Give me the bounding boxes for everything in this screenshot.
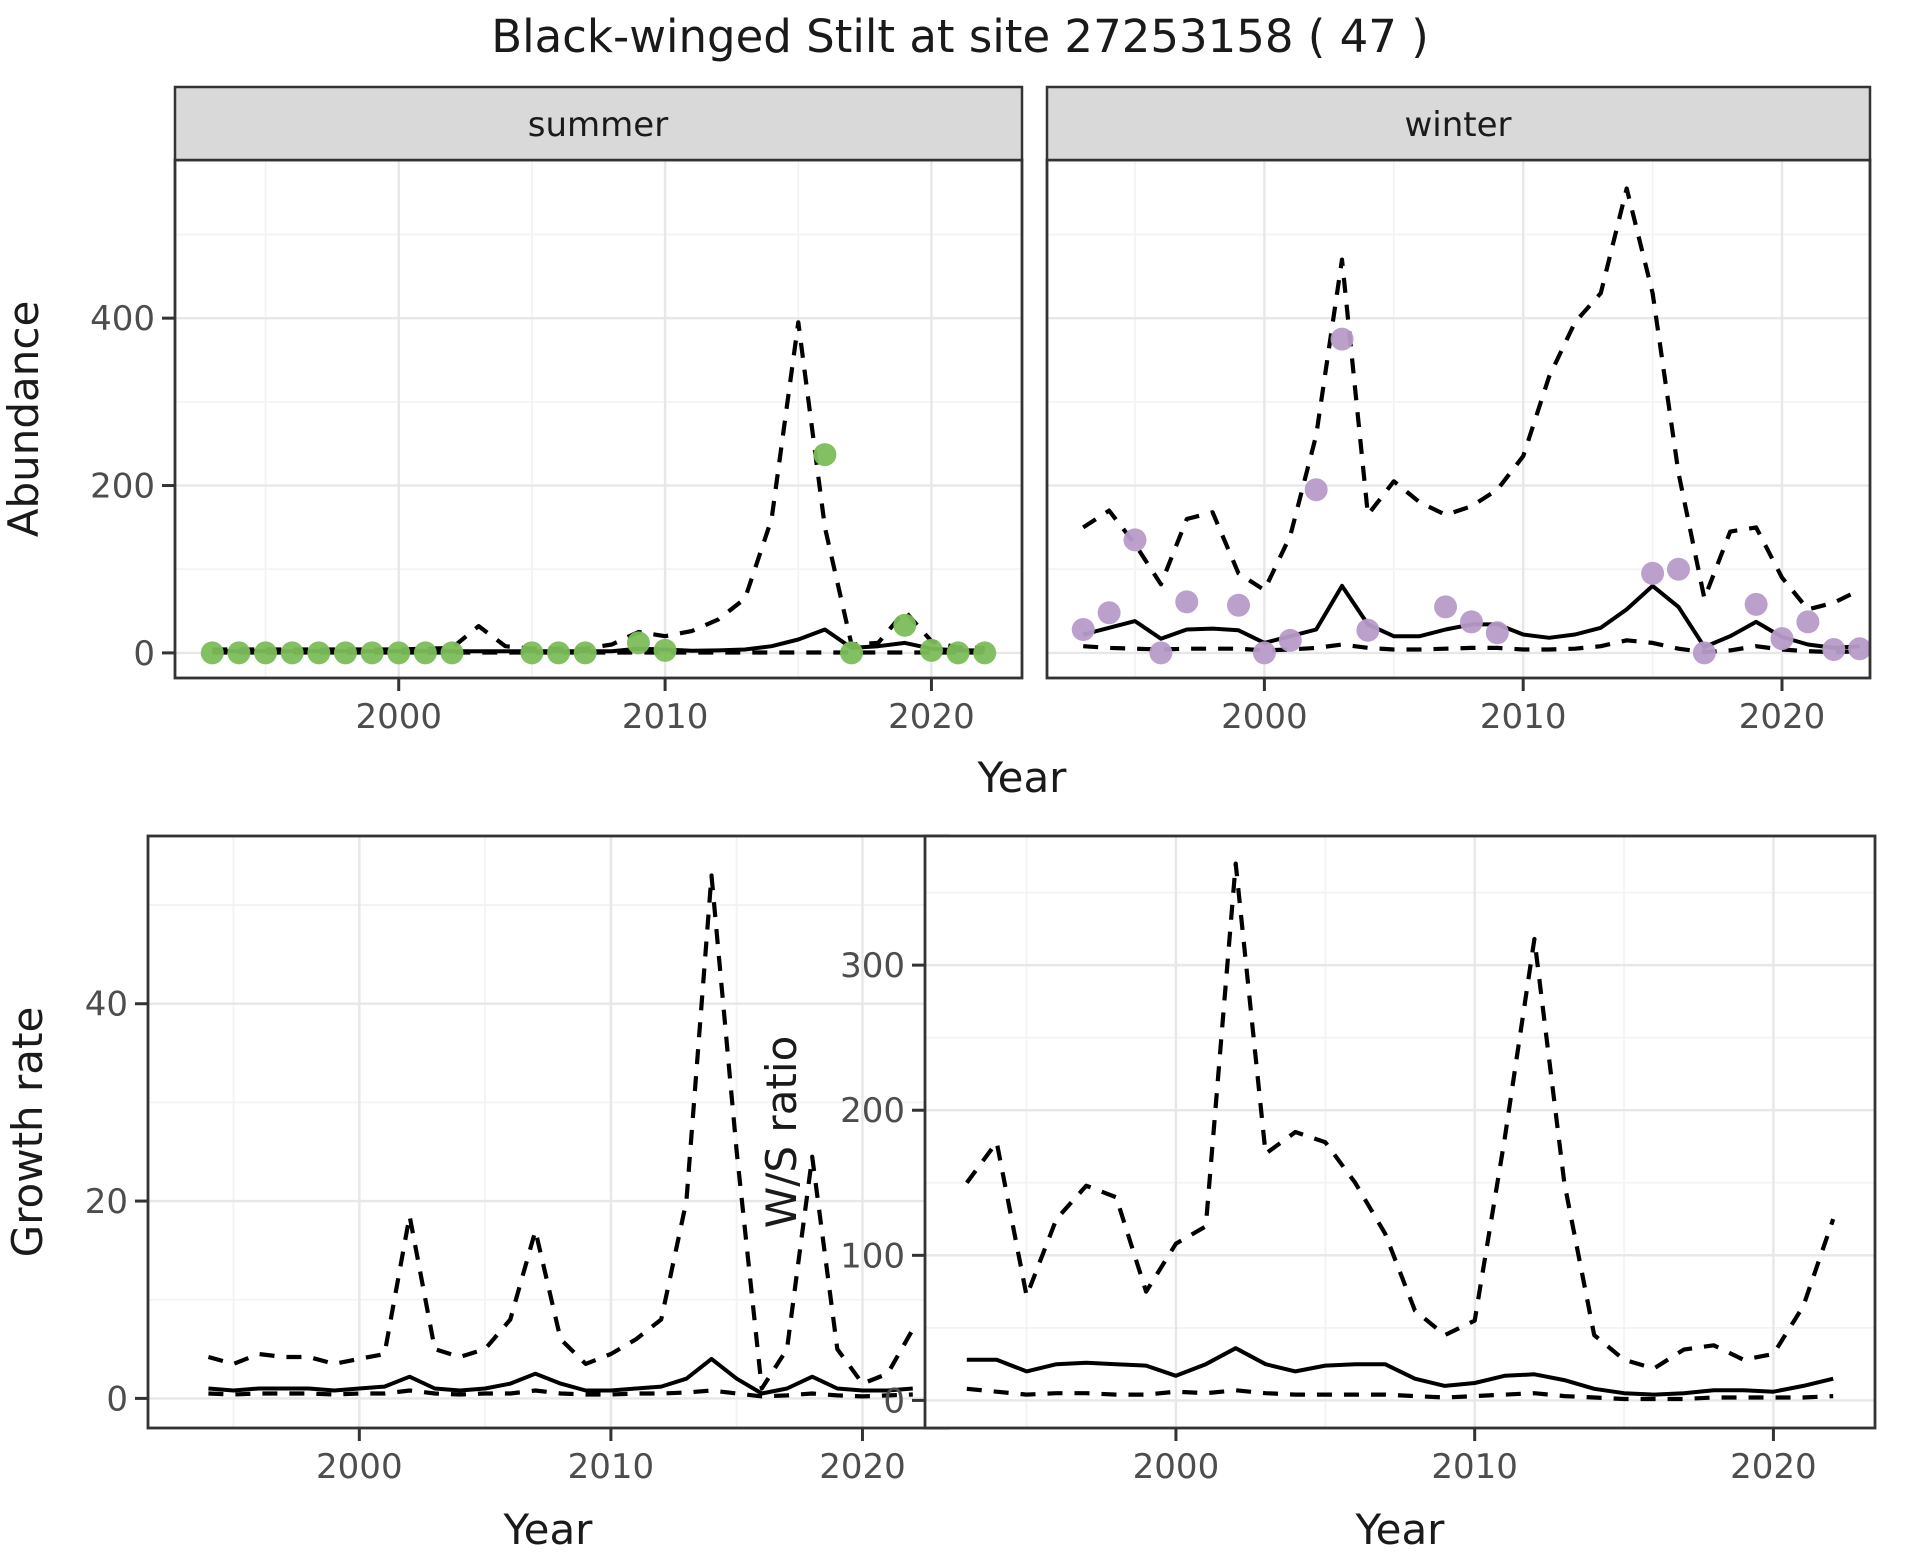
grid-major <box>925 836 1875 1428</box>
series-model-fit <box>208 1356 913 1396</box>
x-tick-label: 2010 <box>568 1447 655 1487</box>
x-axis-title-top: Year <box>977 753 1068 802</box>
grid-major <box>148 836 948 1428</box>
y-tick-label: 100 <box>840 1236 905 1276</box>
series-observed-counts <box>1071 327 1872 665</box>
x-axis-title-growth-rate: Year <box>503 1505 594 1554</box>
facet-strip-winter <box>1045 85 1872 162</box>
panel-border <box>923 834 1877 1430</box>
y-tick-label: 0 <box>883 1381 905 1421</box>
y-tick-label: 0 <box>106 1379 128 1419</box>
panel-abundance-winter: 2000 2010 2020 <box>1045 158 1872 737</box>
facet-strip-summer <box>173 85 1024 162</box>
y-axis-ticks: 0 100 200 300 <box>840 946 925 1421</box>
series-upper-ci <box>965 861 1836 1371</box>
facet-strip-label-summer: summer <box>528 105 668 145</box>
series-lower-ci <box>966 1386 1834 1402</box>
series-observed-counts <box>200 443 997 665</box>
grid-minor <box>148 836 948 1428</box>
series-lower-ci <box>208 1388 913 1399</box>
x-tick-label: 2010 <box>622 697 709 737</box>
grid-minor <box>1047 160 1870 678</box>
y-axis-title-growth-rate: Growth rate <box>3 1007 52 1258</box>
grid-major <box>1047 160 1870 678</box>
panel-abundance-summer: 2000 2010 2020 0 200 400 <box>90 158 1024 737</box>
y-tick-label: 40 <box>85 985 128 1025</box>
x-tick-label: 2020 <box>888 697 975 737</box>
panel-ws-ratio: 2000 2010 2020 0 100 200 300 <box>840 834 1877 1487</box>
x-tick-label: 2020 <box>1730 1447 1817 1487</box>
x-axis-ticks: 2000 2010 2020 <box>355 678 975 737</box>
y-tick-label: 0 <box>133 634 155 674</box>
grid-minor <box>925 836 1875 1428</box>
y-axis-ticks: 0 200 400 <box>90 299 175 674</box>
series-upper-ci <box>207 873 915 1391</box>
y-tick-label: 300 <box>840 946 905 986</box>
y-tick-label: 400 <box>90 299 155 339</box>
x-tick-label: 2000 <box>1133 1447 1220 1487</box>
y-tick-label: 20 <box>85 1182 128 1222</box>
x-tick-label: 2010 <box>1480 697 1567 737</box>
x-axis-ticks: 2000 2010 2020 <box>1221 678 1825 737</box>
series-lower-ci <box>1083 638 1860 655</box>
x-tick-label: 2020 <box>819 1447 906 1487</box>
x-tick-label: 2000 <box>316 1447 403 1487</box>
y-axis-ticks: 0 20 40 <box>85 985 148 1419</box>
x-axis-ticks: 2000 2010 2020 <box>1133 1428 1817 1487</box>
x-axis-title-ws-ratio: Year <box>1355 1505 1446 1554</box>
page-title: Black-winged Stilt at site 27253158 ( 47… <box>491 10 1429 63</box>
series-model-fit <box>966 1346 1834 1397</box>
x-axis-ticks: 2000 2010 2020 <box>316 1428 906 1487</box>
facet-strip-label-winter: winter <box>1404 105 1511 145</box>
x-tick-label: 2000 <box>355 697 442 737</box>
x-tick-label: 2000 <box>1221 697 1308 737</box>
y-tick-label: 200 <box>840 1091 905 1131</box>
y-axis-title-abundance: Abundance <box>0 301 48 538</box>
x-tick-label: 2010 <box>1431 1447 1518 1487</box>
y-axis-title-ws-ratio: W/S ratio <box>757 1036 806 1229</box>
grid-minor <box>175 160 1022 678</box>
y-tick-label: 200 <box>90 467 155 507</box>
series-upper-ci <box>1082 186 1861 612</box>
x-tick-label: 2020 <box>1739 697 1826 737</box>
